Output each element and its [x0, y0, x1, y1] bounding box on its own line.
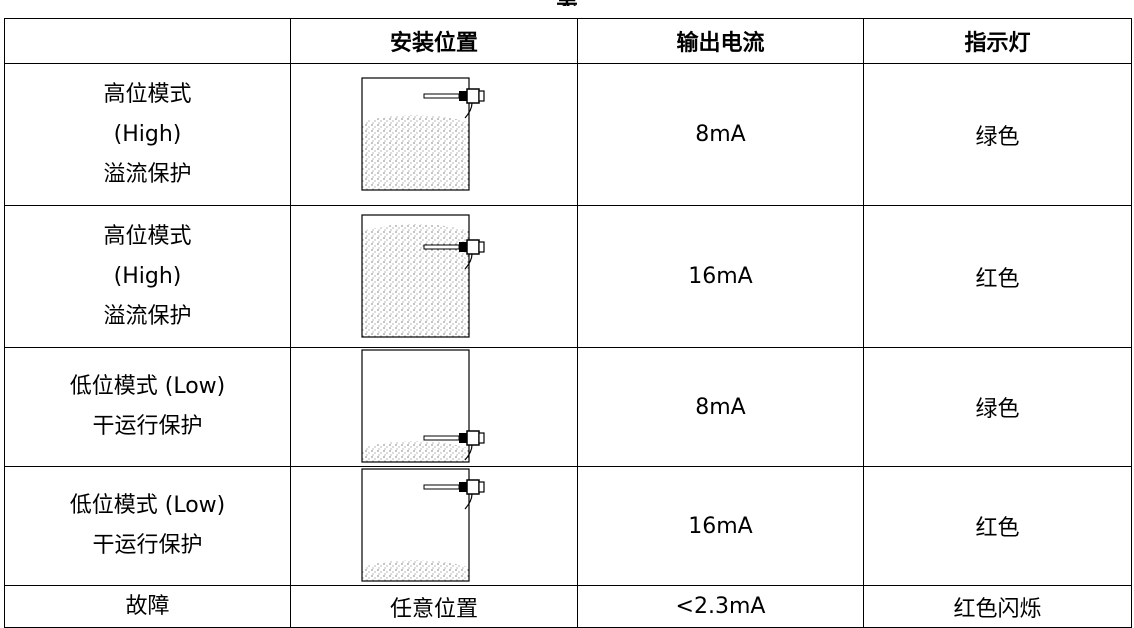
row: 低位模式 (Low) 干运行保护 8mA 绿色: [4, 347, 1132, 467]
mode-line: (High): [113, 263, 182, 289]
caption: 表: [0, 0, 1134, 6]
position-cell: 任意位置: [290, 585, 578, 628]
mode-cell: 低位模式 (Low) 干运行保护: [4, 466, 291, 586]
header-cell: 安装位置: [290, 18, 578, 64]
diagram: [361, 213, 485, 338]
indicator-cell: 绿色: [863, 347, 1132, 467]
current-cell: 8mA: [577, 347, 864, 467]
mode-line: 低位模式 (Low): [69, 374, 226, 399]
mode-cell: 低位模式 (Low) 干运行保护: [4, 347, 291, 467]
row: 高位模式 (High) 溢流保护 8mA 绿色: [4, 63, 1132, 206]
mode-line: 高位模式: [103, 81, 192, 107]
mode-line: (High): [113, 121, 182, 147]
indicator-cell: 绿色: [863, 63, 1132, 206]
mode-line: 高位模式: [103, 223, 192, 249]
position-cell: [290, 347, 578, 467]
row: 高位模式 (High) 溢流保护 16mA 红色: [4, 205, 1132, 348]
current-cell: 8mA: [577, 63, 864, 206]
row: 低位模式 (Low) 干运行保护 16mA 红色: [4, 466, 1132, 586]
diagram: [361, 76, 485, 191]
indicator-cell: 红色: [863, 466, 1132, 586]
header-row: 安装位置 输出电流 指示灯: [4, 18, 1132, 64]
mode-line: 故障: [125, 593, 170, 619]
diagram: [361, 349, 485, 463]
mode-cell: 高位模式 (High) 溢流保护: [4, 205, 291, 348]
diagram: [361, 468, 485, 582]
mode-line: 干运行保护: [92, 533, 203, 558]
header-cell: 指示灯: [863, 18, 1132, 64]
table: 安装位置 输出电流 指示灯 高位模式 (High) 溢流保护 8mA 绿色 高位模式 (Hig…: [4, 18, 1132, 628]
current-cell: 16mA: [577, 466, 864, 586]
mode-line: 溢流保护: [103, 303, 192, 329]
header-cell: 输出电流: [577, 18, 864, 64]
header-cell: [4, 18, 291, 64]
current-cell: 16mA: [577, 205, 864, 348]
indicator-cell: 红色: [863, 205, 1132, 348]
mode-cell: 故障: [4, 585, 291, 628]
current-cell: <2.3mA: [577, 585, 864, 628]
mode-line: 干运行保护: [92, 414, 203, 439]
position-cell: [290, 63, 578, 206]
row: 故障 任意位置 <2.3mA 红色闪烁: [4, 585, 1132, 628]
mode-line: 低位模式 (Low): [69, 493, 226, 518]
mode-cell: 高位模式 (High) 溢流保护: [4, 63, 291, 206]
position-cell: [290, 205, 578, 348]
position-cell: [290, 466, 578, 586]
indicator-cell: 红色闪烁: [863, 585, 1132, 628]
mode-line: 溢流保护: [103, 161, 192, 187]
